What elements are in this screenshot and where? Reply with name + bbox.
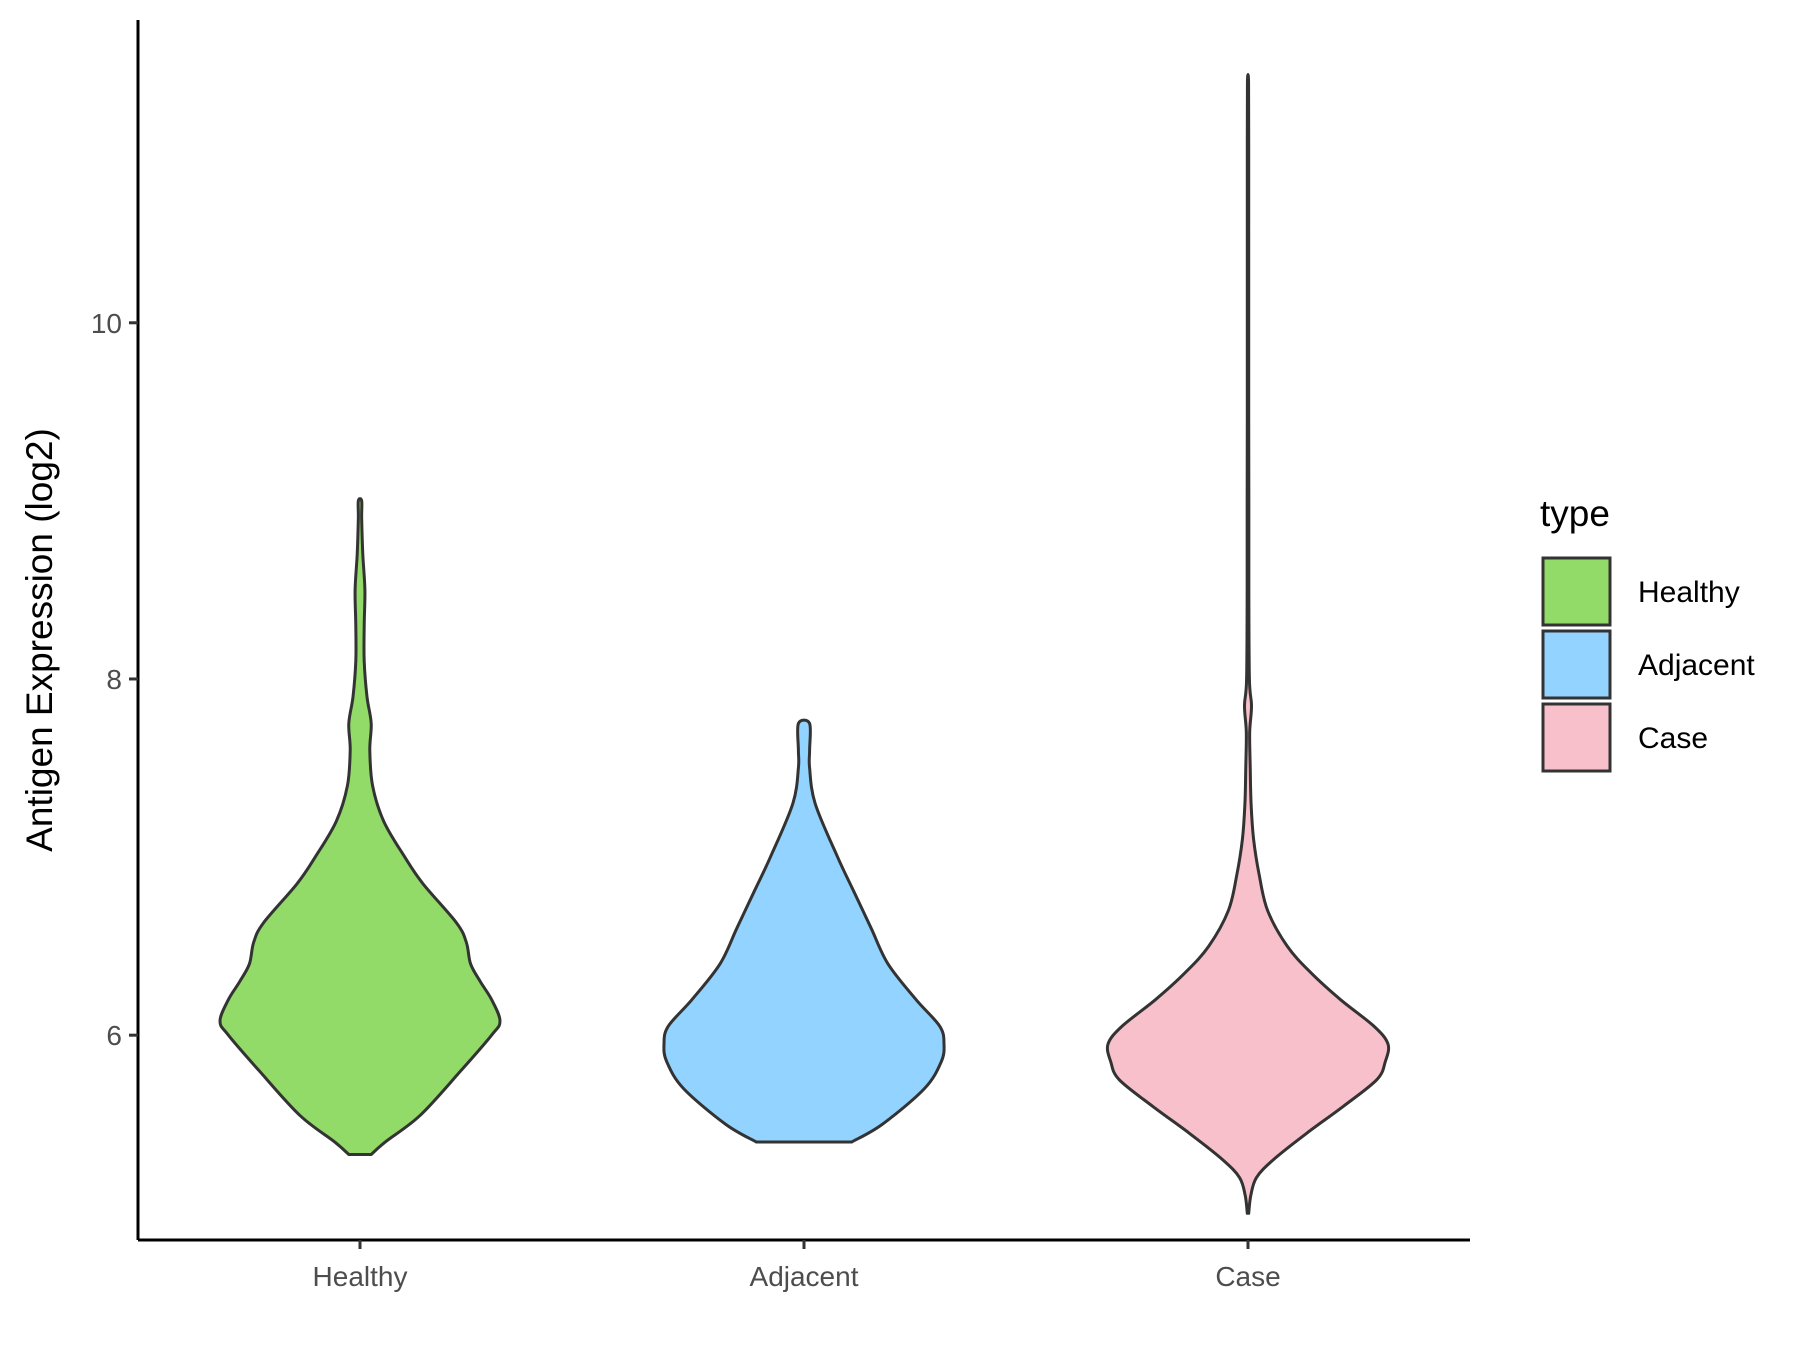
y-tick-label-6: 6	[106, 1020, 122, 1051]
legend-label-healthy: Healthy	[1638, 576, 1740, 609]
violin-healthy	[218, 497, 502, 1157]
legend-label-adjacent: Adjacent	[1638, 649, 1755, 682]
x-tick-label-healthy: Healthy	[313, 1261, 408, 1292]
y-axis-title: Antigen Expression (log2)	[19, 428, 60, 852]
x-tick-label-adjacent: Adjacent	[750, 1261, 859, 1292]
y-tick-label-8: 8	[106, 664, 122, 695]
legend-key-case	[1541, 702, 1612, 773]
y-tick-label-10: 10	[91, 308, 122, 339]
violin-adjacent	[662, 718, 946, 1144]
legend-key-adjacent	[1541, 629, 1612, 700]
legend-title: type	[1540, 493, 1610, 534]
legend-key-healthy	[1541, 556, 1612, 627]
axes-layer: 6 8 10 Healthy Adjacent Case Antigen Expressio…	[19, 20, 1470, 1292]
violin-case	[1105, 73, 1391, 1215]
legend-label-case: Case	[1638, 722, 1708, 755]
x-tick-label-case: Case	[1215, 1261, 1280, 1292]
legend: type Healthy Adjacent Case	[1540, 493, 1755, 773]
violin-layer	[218, 73, 1391, 1215]
